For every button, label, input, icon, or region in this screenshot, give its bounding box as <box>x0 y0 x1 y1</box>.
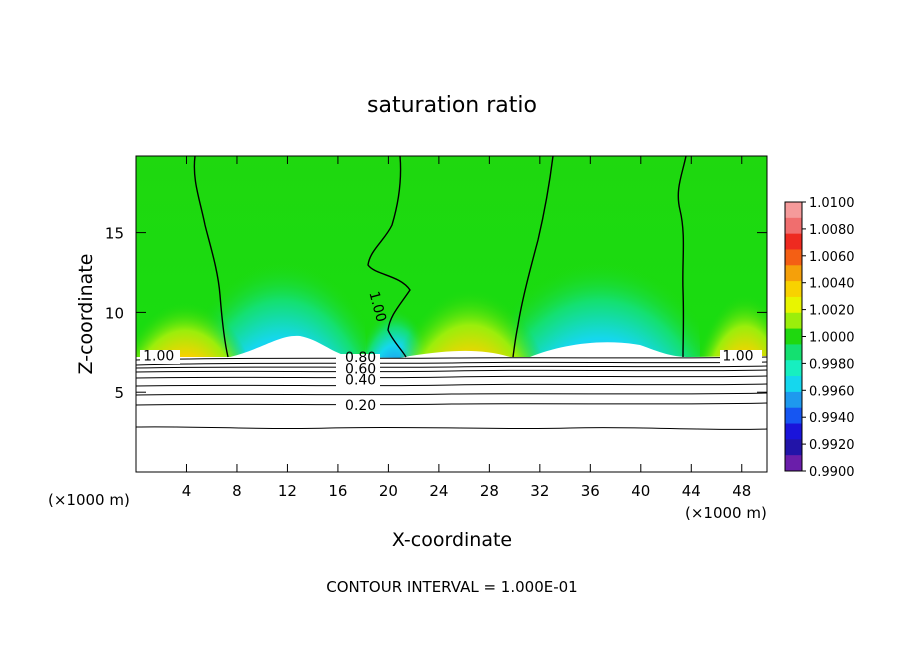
contour-label: 1.00 <box>365 290 389 324</box>
colorbar-swatch <box>785 455 802 472</box>
contour-label-masks <box>140 350 762 411</box>
contour-labels: 1.00 1.00 1.00 0.800.600.40 0.20 <box>143 290 753 414</box>
colorbar-swatch <box>785 249 802 266</box>
colorbar-swatch <box>785 407 802 425</box>
colorbar-swatch <box>785 233 802 250</box>
x-tick-label: 4 <box>182 482 192 500</box>
colorbar-swatch <box>785 217 802 235</box>
contour-interval-note: CONTOUR INTERVAL = 1.000E-01 <box>326 578 577 596</box>
colorbar-swatch <box>785 328 802 345</box>
colorbar-label: 0.9940 <box>809 411 855 426</box>
plot-area: 1.00 1.00 1.00 0.800.600.40 0.20 <box>136 156 767 472</box>
colorbar-label: 0.9920 <box>809 438 855 453</box>
x-unit-right: (×1000 m) <box>685 504 767 522</box>
horizontal-contours <box>136 356 767 430</box>
colorbar-swatch <box>785 296 802 314</box>
y-tick-label: 5 <box>114 384 124 402</box>
x-tick-label: 32 <box>530 482 549 500</box>
colorbar-swatch <box>785 265 802 282</box>
contour-label: 0.20 <box>345 398 376 414</box>
x-tick-label: 36 <box>581 482 600 500</box>
colorbar-swatch <box>785 312 802 330</box>
x-tick-label: 28 <box>480 482 499 500</box>
x-tick-label: 40 <box>631 482 650 500</box>
y-tick-label: 10 <box>105 304 124 322</box>
contour-label: 0.80 <box>345 350 376 366</box>
x-tick-label: 8 <box>232 482 242 500</box>
chart-title: saturation ratio <box>367 93 537 118</box>
x-tick-label: 44 <box>682 482 701 500</box>
plot-frame <box>135 155 768 473</box>
y-tick-label: 15 <box>105 225 124 243</box>
x-axis-label: X-coordinate <box>392 529 512 551</box>
x-tick-label: 24 <box>429 482 448 500</box>
vertical-contours <box>193 156 687 358</box>
colorbar-swatch <box>785 344 802 361</box>
x-tick-label: 48 <box>732 482 751 500</box>
colorbar-swatch <box>785 360 802 377</box>
colorbar-label: 1.0100 <box>809 196 855 211</box>
colorbar-label: 1.0020 <box>809 304 855 319</box>
x-tick-label: 20 <box>379 482 398 500</box>
colorbar-swatch <box>785 202 802 219</box>
contour-label: 0.40 <box>345 372 376 388</box>
y-axis: 5 10 15 <box>105 225 767 402</box>
colorbar-swatch <box>785 391 802 409</box>
colorbar-swatch <box>785 423 802 440</box>
colorbar-label: 0.9980 <box>809 357 855 372</box>
colorbar-label: 1.0040 <box>809 277 855 292</box>
colorbar-swatch <box>785 281 802 298</box>
colorbar-label: 1.0060 <box>809 250 855 265</box>
colorbar-label: 1.0000 <box>809 331 855 346</box>
y-axis-label: Z-coordinate <box>75 254 97 375</box>
colorbar: 1.0100 1.0080 1.0060 1.0040 1.0020 1.0000 0.99… <box>784 196 855 480</box>
colorbar-swatch <box>785 376 802 393</box>
x-axis: 4 8 12 16 20 24 28 32 36 40 44 48 <box>182 156 751 500</box>
colorbar-label: 1.0080 <box>809 223 855 238</box>
contour-label: 1.00 <box>143 348 174 364</box>
colorbar-swatch <box>785 439 802 456</box>
colorbar-label: 0.9900 <box>809 465 855 480</box>
contour-label: 1.00 <box>722 348 753 364</box>
x-tick-label: 16 <box>328 482 347 500</box>
x-unit-left: (×1000 m) <box>48 491 130 509</box>
colorbar-label: 0.9960 <box>809 384 855 399</box>
contour-label: 0.60 <box>345 361 376 377</box>
x-tick-label: 12 <box>278 482 297 500</box>
